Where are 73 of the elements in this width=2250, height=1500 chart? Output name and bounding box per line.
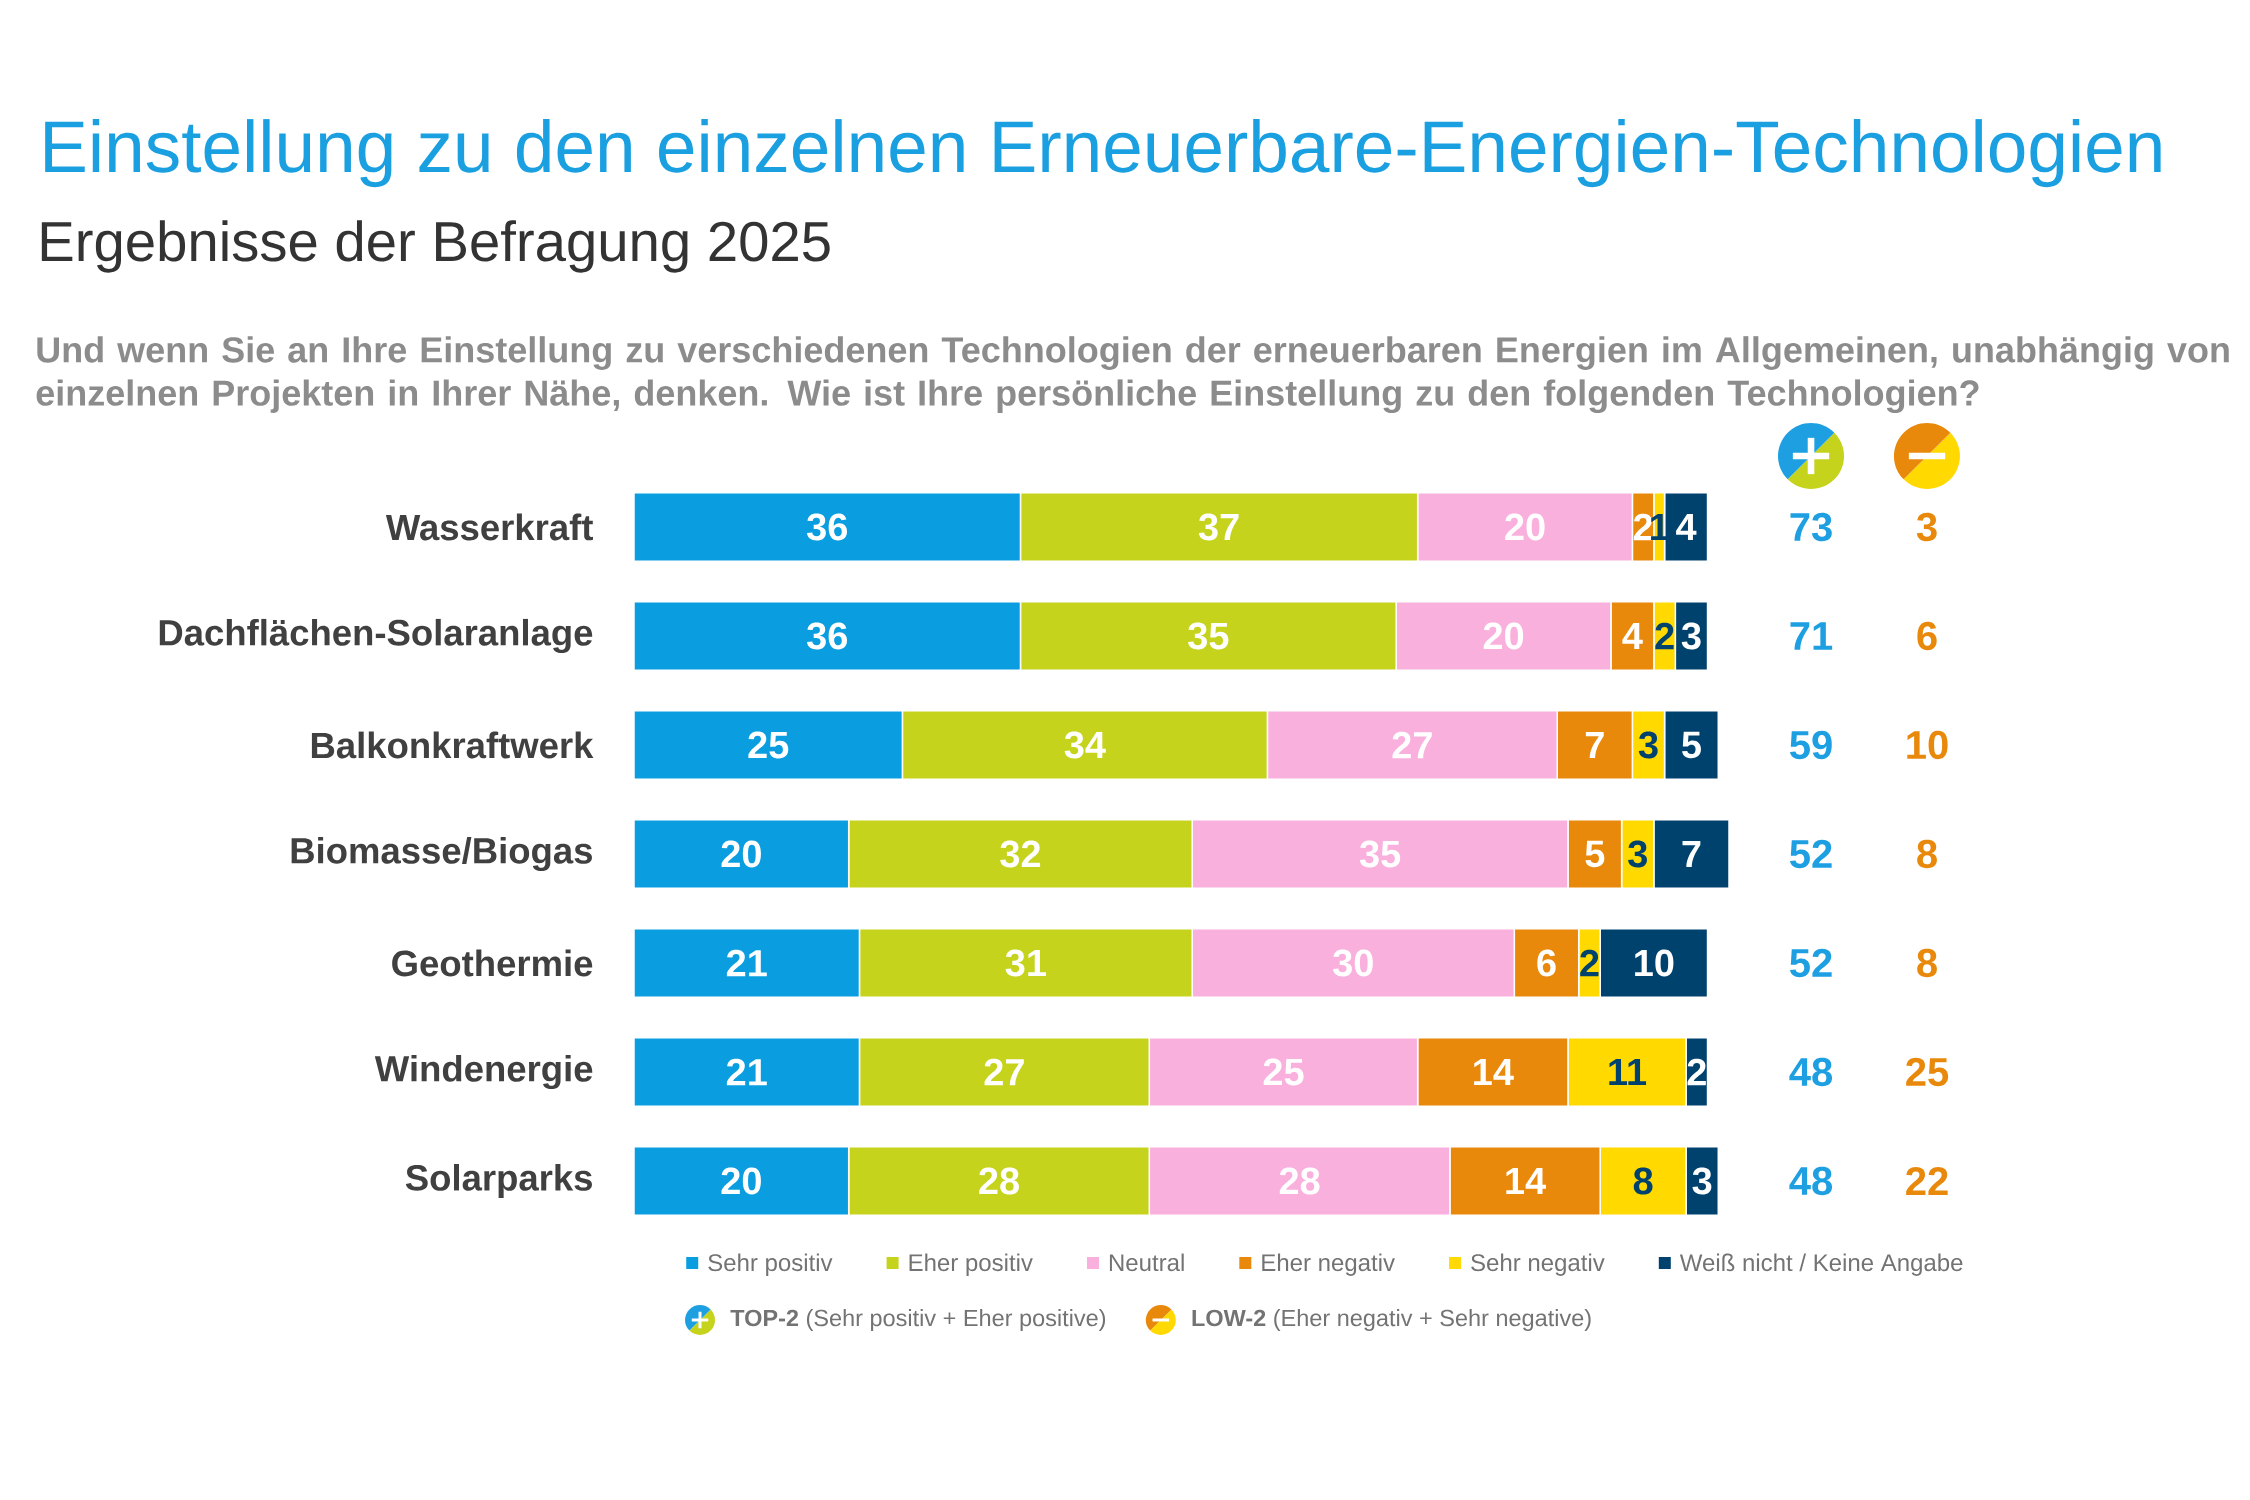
data-label: 35	[1359, 840, 1401, 868]
text: 8	[1917, 839, 1937, 869]
data-label: 2	[1687, 1058, 1706, 1086]
data-label: 3	[1638, 731, 1658, 759]
text: 8	[1917, 948, 1937, 978]
data-label: 36	[806, 513, 847, 541]
y-tick-label: Balkonkraftwerk	[311, 731, 594, 759]
data-label: 27	[1392, 731, 1432, 759]
data-label: 7	[1585, 731, 1604, 759]
data-label: 3	[1681, 622, 1701, 650]
data-label: 30	[1333, 949, 1373, 977]
data-label: 27	[984, 1058, 1024, 1086]
legend-label: Weiß nicht / Keine Angabe	[1679, 1253, 1963, 1276]
text: 10	[1907, 730, 1948, 760]
legend-label: Neutral	[1109, 1253, 1184, 1272]
data-label: 20	[721, 1167, 761, 1195]
text: 48	[1789, 1057, 1833, 1087]
data-label: 32	[1000, 840, 1041, 868]
data-label: 14	[1506, 1167, 1546, 1195]
data-label: 3	[1628, 840, 1647, 868]
y-tick-label: Windenergie	[374, 1054, 593, 1090]
text: TOP-2 (Sehr positiv + Eher positive)	[730, 1309, 1106, 1331]
y-tick-label: Dachflächen-Solaranlage	[159, 618, 593, 654]
data-label: 11	[1609, 1058, 1647, 1086]
data-label: 14	[1474, 1058, 1514, 1086]
data-label: 21	[726, 949, 767, 977]
text: 48	[1789, 1166, 1833, 1196]
data-label: 37	[1198, 513, 1239, 541]
text: LOW-2 (Eher negativ + Sehr negative)	[1192, 1309, 1591, 1331]
y-tick-label: Biomasse/Biogas	[291, 836, 592, 872]
legend-label: Sehr negativ	[1471, 1253, 1605, 1276]
data-label: 5	[1682, 731, 1701, 759]
y-tick-label: Geothermie	[392, 949, 593, 977]
data-label: 31	[1005, 949, 1046, 977]
text: 22	[1906, 1167, 1948, 1195]
data-label: 10	[1635, 949, 1674, 977]
data-label: 4	[1622, 622, 1643, 650]
text: 73	[1790, 512, 1832, 542]
text: 52	[1790, 839, 1832, 869]
text: 59	[1790, 730, 1832, 760]
data-label: 2	[1655, 622, 1674, 650]
data-label: 20	[1483, 622, 1524, 650]
data-label: 4	[1676, 513, 1697, 541]
text: 6	[1917, 621, 1937, 651]
data-label: 5	[1585, 840, 1605, 868]
data-label: 25	[1263, 1058, 1304, 1086]
chart-subtitle: Ergebnisse der Befragung 2025	[41, 220, 830, 273]
data-label: 28	[979, 1167, 1019, 1195]
text: 25	[1906, 1057, 1949, 1087]
data-label: 34	[1064, 731, 1106, 759]
y-tick-label: Solarparks	[405, 1163, 592, 1199]
legend-label: Sehr positiv	[708, 1253, 833, 1276]
legend-label: Eher positiv	[909, 1253, 1033, 1276]
data-label: 21	[726, 1058, 767, 1086]
legend-label: Eher negativ	[1262, 1253, 1395, 1276]
chart-title: Einstellung zu den einzelnen Erneuerbare-Energien-Technologien	[45, 119, 2161, 188]
data-label: 20	[1505, 513, 1545, 541]
data-label: 2	[1580, 949, 1599, 977]
data-label: 8	[1633, 1167, 1653, 1195]
data-label: 6	[1537, 949, 1556, 977]
text: 52	[1790, 948, 1832, 978]
text: Und wenn Sie an Ihre Einstellung zu verschiedenen Technologien der erneuerbaren Energien im Allgemeinen, unabhängig von einzelnen Projekten in Ihrer Nähe, denken. Wie ist Ihre persönliche Einstellung zu den folgenden Technologien?	[36, 336, 2229, 414]
data-label: 36	[806, 622, 847, 650]
data-label: 2	[1633, 513, 1653, 541]
data-label: 3	[1692, 1167, 1712, 1195]
y-tick-label: Wasserkraft	[385, 513, 593, 541]
data-label: 25	[748, 731, 789, 759]
data-label: 20	[721, 840, 761, 868]
data-label: 28	[1279, 1167, 1320, 1195]
text: 3	[1916, 512, 1937, 542]
data-label: 35	[1188, 622, 1229, 650]
text: 71	[1790, 622, 1833, 650]
data-label: 7	[1682, 840, 1701, 868]
